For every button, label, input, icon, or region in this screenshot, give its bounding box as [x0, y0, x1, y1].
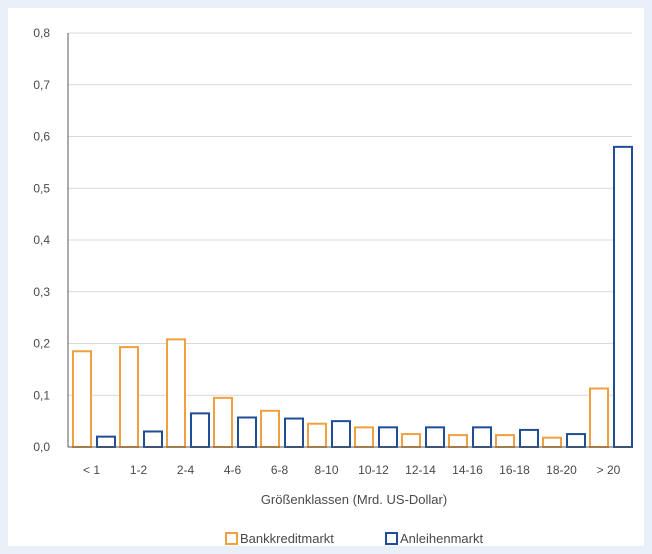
- bar-bankkreditmarkt: [307, 422, 327, 448]
- x-tick-label: 18-20: [546, 463, 577, 477]
- x-tick-label: 8-10: [314, 463, 338, 477]
- y-tick-label: 0,5: [33, 181, 50, 195]
- x-tick-label: 16-18: [499, 463, 530, 477]
- y-tick-label: 0,4: [33, 233, 50, 247]
- chart-frame: 0,0 0,1 0,2 0,3 0,4 0,5 0,6 0,7 0,8 < 1 1-2 2-4 4-6…: [8, 8, 644, 546]
- bar-bankkreditmarkt: [354, 426, 374, 448]
- bar-anleihenmarkt: [143, 430, 163, 449]
- x-tick-label: 10-12: [358, 463, 389, 477]
- x-tick-label: 6-8: [271, 463, 289, 477]
- bar-anleihenmarkt: [425, 426, 445, 448]
- bar-bankkreditmarkt: [166, 338, 186, 448]
- legend-swatch: [225, 532, 238, 545]
- bar-bankkreditmarkt: [495, 434, 515, 449]
- legend-label: Bankkreditmarkt: [240, 531, 334, 546]
- bar-bankkreditmarkt: [260, 409, 280, 448]
- y-tick-label: 0,0: [33, 440, 50, 454]
- x-tick-label: > 20: [597, 463, 621, 477]
- bar-anleihenmarkt: [613, 145, 633, 448]
- gridlines: [68, 32, 632, 396]
- y-tick-label: 0,7: [33, 78, 50, 92]
- bar-anleihenmarkt: [566, 433, 586, 448]
- x-axis-ticks: < 1 1-2 2-4 4-6 6-8 8-10 10-12 12-14 14-16 16-18 1…: [83, 463, 621, 477]
- bar-bankkreditmarkt: [401, 433, 421, 448]
- x-tick-label: 14-16: [452, 463, 483, 477]
- legend-swatch: [385, 532, 398, 545]
- y-tick-label: 0,6: [33, 130, 50, 144]
- y-tick-label: 0,3: [33, 285, 50, 299]
- x-tick-label: 2-4: [177, 463, 195, 477]
- bar-anleihenmarkt: [331, 420, 351, 448]
- x-tick-label: 12-14: [405, 463, 436, 477]
- x-tick-label: 4-6: [224, 463, 242, 477]
- bar-bankkreditmarkt: [589, 387, 609, 448]
- bar-anleihenmarkt: [472, 426, 492, 448]
- bar-anleihenmarkt: [519, 428, 539, 448]
- bar-bankkreditmarkt: [72, 350, 92, 449]
- x-axis-title: Größenklassen (Mrd. US-Dollar): [261, 492, 447, 507]
- bar-bankkreditmarkt: [213, 396, 233, 448]
- bar-anleihenmarkt: [190, 412, 210, 448]
- bar-chart: 0,0 0,1 0,2 0,3 0,4 0,5 0,6 0,7 0,8 < 1 1-2 2-4 4-6…: [33, 26, 633, 546]
- y-axis-ticks: 0,0 0,1 0,2 0,3 0,4 0,5 0,6 0,7 0,8: [33, 26, 50, 454]
- bar-anleihenmarkt: [378, 426, 398, 448]
- bar-anleihenmarkt: [237, 416, 257, 449]
- x-tick-label: < 1: [83, 463, 100, 477]
- bar-anleihenmarkt: [96, 435, 116, 448]
- bar-bankkreditmarkt: [119, 346, 139, 448]
- legend: Bankkreditmarkt Anleihenmarkt: [225, 531, 483, 546]
- y-tick-label: 0,1: [33, 388, 50, 402]
- bar-anleihenmarkt: [284, 417, 304, 449]
- x-tick-label: 1-2: [130, 463, 148, 477]
- bars: [72, 145, 633, 449]
- y-tick-label: 0,2: [33, 337, 50, 351]
- bar-bankkreditmarkt: [542, 436, 562, 448]
- bar-bankkreditmarkt: [448, 434, 468, 449]
- y-tick-label: 0,8: [33, 26, 50, 40]
- legend-label: Anleihenmarkt: [400, 531, 483, 546]
